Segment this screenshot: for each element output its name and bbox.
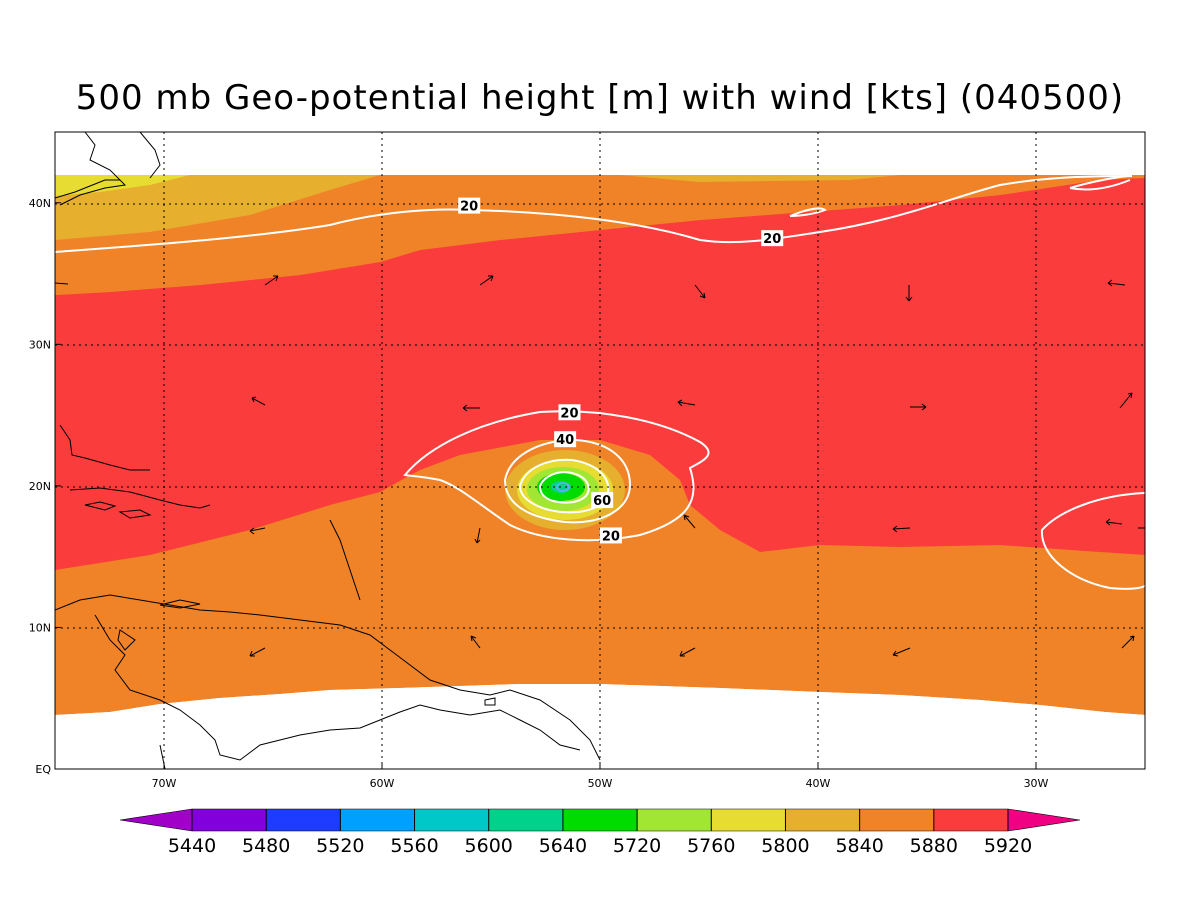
lon-tick-label: 50W [588,777,613,790]
wind-contour-label: 20 [761,230,784,247]
colorbar-label: 5640 [539,835,587,857]
lat-lon-grid [55,132,1145,769]
longitude-tick-labels: 70W 60W 50W 40W 30W [152,763,1049,790]
coastlines [55,132,601,769]
height-band-5800 [55,175,380,240]
colorbar-segment [266,809,341,831]
colorbar-label: 5760 [687,835,735,857]
height-field: 20 20 20 40 60 20 [55,132,1145,769]
lat-tick-label: 20N [29,480,51,493]
contour-label-text: 60 [593,494,611,509]
colorbar-segment [562,809,638,831]
colorbar-segment [414,809,489,831]
lat-tick-label: 10N [29,621,51,634]
colorbar-segment [785,809,860,831]
contour-label-text: 20 [602,529,620,544]
contour-label-box [591,492,614,509]
colorbar-label: 5560 [390,835,438,857]
wind-contour-label: 20 [458,197,481,215]
contour-label-text: 40 [556,433,574,448]
colorbar-segment [933,809,1008,831]
wind-contours [55,175,1145,590]
contour-label-text: 20 [460,200,478,215]
colorbar-label: 5600 [465,835,513,857]
wind-vectors [55,275,1145,657]
colorbar-segment [1008,809,1080,831]
wind-contour-label: 20 [558,404,581,421]
colorbar-label: 5800 [761,835,809,857]
colorbar-label: 5880 [910,835,958,857]
wind-contour-labels: 20 20 20 40 60 20 [458,197,784,544]
lon-tick-label: 30W [1024,777,1049,790]
contour-label-box [599,527,622,544]
contour-label-box [761,230,784,247]
colorbar-segment [859,809,934,831]
colorbar-label: 5840 [835,835,883,857]
lon-tick-label: 70W [152,777,177,790]
colorbar-segment [488,809,563,831]
colorbar-label: 5720 [613,835,661,857]
lon-tick-label: 40W [806,777,831,790]
wind-contour-label: 20 [599,527,622,544]
latitude-tick-labels: EQ 10N 20N 30N 40N [29,197,61,776]
lon-tick-label: 60W [370,777,395,790]
colorbar-label: 5920 [984,835,1032,857]
contour-label-text: 20 [560,406,578,421]
height-band-5840-north [55,175,1145,295]
colorbar-segment [340,809,415,831]
colorbar-segment [637,809,712,831]
colorbar-label: 5440 [168,835,216,857]
contour-label-box [558,404,581,421]
height-band-5800-top [620,175,900,182]
colorbar-label: 5480 [242,835,290,857]
colorbar: 5440 5480 5520 5560 5600 5640 5720 5760 5800 5840… [119,808,1081,857]
lat-tick-label: 30N [29,338,51,351]
contour-label-box [458,197,481,214]
contour-label-text: 20 [763,232,781,247]
contour-label-box [554,431,577,448]
lat-tick-label: EQ [35,763,51,776]
inner-contours [556,482,570,492]
wind-contour-label: 60 [591,492,614,509]
colorbar-label: 5520 [316,835,364,857]
colorbar-segment [120,809,192,831]
colorbar-segment [192,809,267,831]
colorbar-segment [711,809,786,831]
chart-title: 500 mb Geo-potential height [m] with win… [75,78,1125,118]
wind-contour-label: 40 [554,431,577,448]
colorbar-outline [119,808,1081,832]
lat-tick-label: 40N [29,197,51,210]
